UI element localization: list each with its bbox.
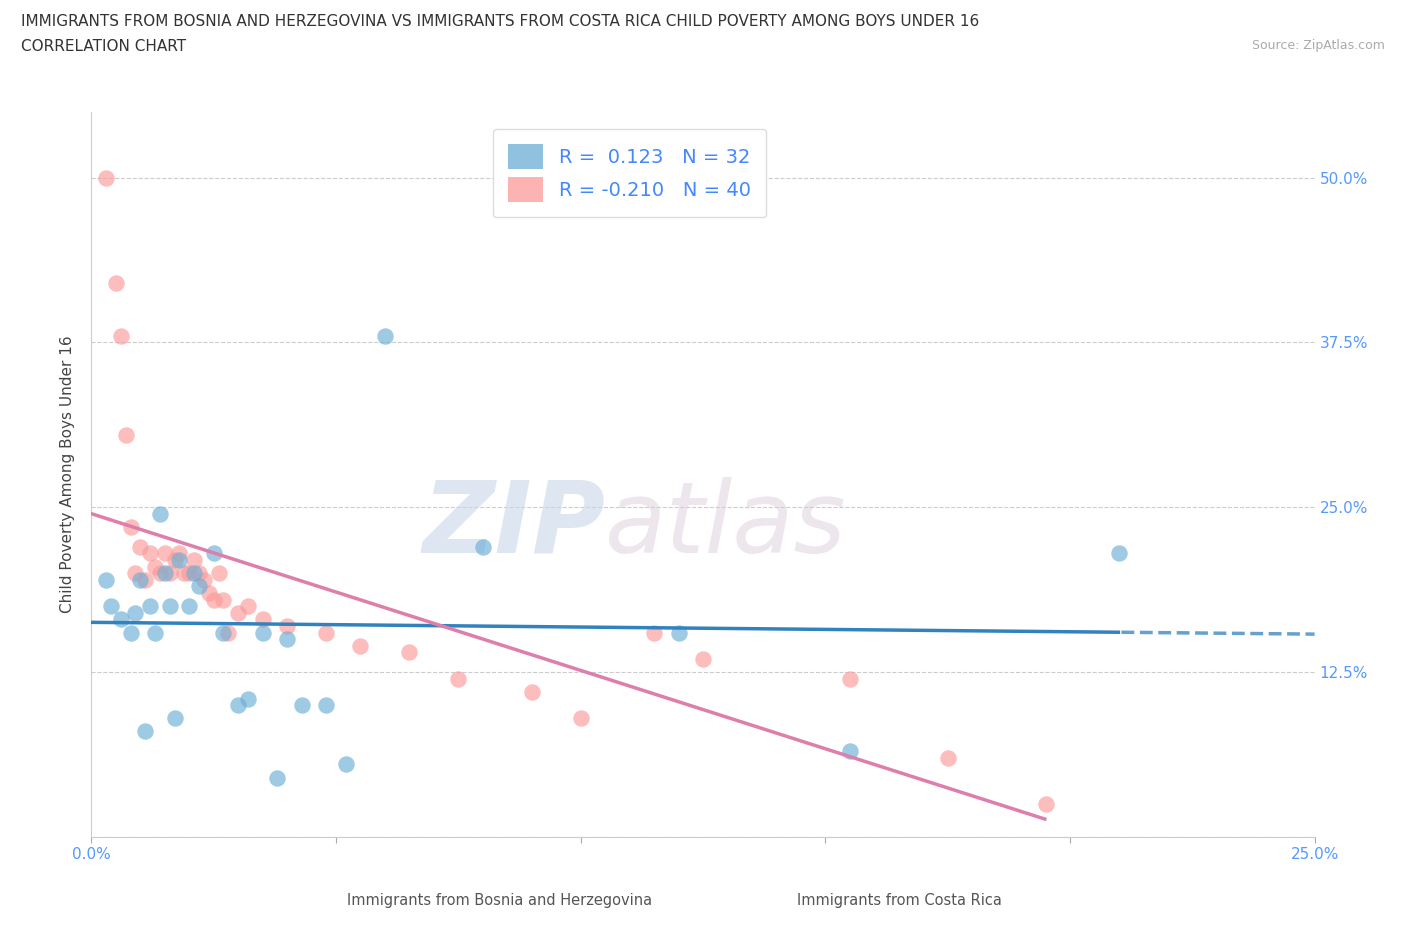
Point bbox=[198, 586, 221, 601]
Point bbox=[520, 684, 543, 699]
Point bbox=[94, 572, 117, 587]
Point bbox=[236, 599, 259, 614]
Point bbox=[188, 579, 211, 594]
Point bbox=[134, 724, 156, 739]
Point bbox=[692, 652, 714, 667]
Point bbox=[349, 638, 371, 653]
Legend: R =  0.123   N = 32, R = -0.210   N = 40: R = 0.123 N = 32, R = -0.210 N = 40 bbox=[492, 128, 766, 218]
Text: ZIP: ZIP bbox=[422, 476, 605, 574]
Point bbox=[159, 599, 181, 614]
Point bbox=[169, 552, 191, 567]
Point bbox=[124, 605, 146, 620]
Point bbox=[212, 592, 235, 607]
Point bbox=[643, 625, 665, 640]
Point bbox=[1035, 797, 1057, 812]
Point bbox=[100, 599, 122, 614]
Text: Immigrants from Bosnia and Herzegovina: Immigrants from Bosnia and Herzegovina bbox=[346, 893, 652, 908]
Point bbox=[149, 507, 172, 522]
Point bbox=[179, 599, 201, 614]
Text: Source: ZipAtlas.com: Source: ZipAtlas.com bbox=[1251, 39, 1385, 52]
Point bbox=[153, 546, 176, 561]
Y-axis label: Child Poverty Among Boys Under 16: Child Poverty Among Boys Under 16 bbox=[60, 336, 76, 613]
Text: atlas: atlas bbox=[605, 476, 846, 574]
Point bbox=[183, 565, 205, 580]
Point bbox=[315, 698, 337, 712]
Point bbox=[173, 565, 195, 580]
Point bbox=[291, 698, 314, 712]
Point bbox=[266, 770, 288, 785]
Point bbox=[94, 170, 117, 185]
Point bbox=[129, 539, 152, 554]
Point bbox=[149, 565, 172, 580]
Point bbox=[163, 711, 186, 725]
Point bbox=[120, 520, 142, 535]
Point bbox=[193, 572, 215, 587]
Point bbox=[143, 559, 166, 574]
Point bbox=[143, 625, 166, 640]
Point bbox=[169, 546, 191, 561]
Point bbox=[124, 565, 146, 580]
Point bbox=[668, 625, 690, 640]
Point bbox=[569, 711, 592, 725]
Point bbox=[183, 552, 205, 567]
Point bbox=[212, 625, 235, 640]
Point bbox=[936, 751, 959, 765]
Point bbox=[374, 328, 396, 343]
Point bbox=[202, 546, 225, 561]
Point bbox=[104, 275, 127, 290]
Point bbox=[153, 565, 176, 580]
Point bbox=[159, 565, 181, 580]
Point bbox=[276, 631, 298, 646]
Point bbox=[226, 698, 249, 712]
Point bbox=[315, 625, 337, 640]
Point bbox=[110, 328, 132, 343]
Point bbox=[129, 572, 152, 587]
Point bbox=[217, 625, 239, 640]
Point bbox=[398, 644, 420, 659]
Point bbox=[139, 599, 162, 614]
Point bbox=[1108, 546, 1130, 561]
Point bbox=[838, 744, 860, 759]
Point bbox=[276, 618, 298, 633]
Point bbox=[202, 592, 225, 607]
Point bbox=[134, 572, 156, 587]
Point bbox=[252, 625, 274, 640]
Point bbox=[335, 757, 357, 772]
Point bbox=[471, 539, 494, 554]
Point bbox=[163, 552, 186, 567]
Text: Immigrants from Costa Rica: Immigrants from Costa Rica bbox=[797, 893, 1002, 908]
Point bbox=[207, 565, 229, 580]
Point bbox=[226, 605, 249, 620]
Point bbox=[838, 671, 860, 686]
Point bbox=[447, 671, 470, 686]
Point bbox=[236, 691, 259, 706]
Point bbox=[114, 427, 136, 442]
Point bbox=[120, 625, 142, 640]
Text: CORRELATION CHART: CORRELATION CHART bbox=[21, 39, 186, 54]
Point bbox=[139, 546, 162, 561]
Point bbox=[188, 565, 211, 580]
Point bbox=[252, 612, 274, 627]
Point bbox=[179, 565, 201, 580]
Point bbox=[110, 612, 132, 627]
Text: IMMIGRANTS FROM BOSNIA AND HERZEGOVINA VS IMMIGRANTS FROM COSTA RICA CHILD POVER: IMMIGRANTS FROM BOSNIA AND HERZEGOVINA V… bbox=[21, 14, 980, 29]
